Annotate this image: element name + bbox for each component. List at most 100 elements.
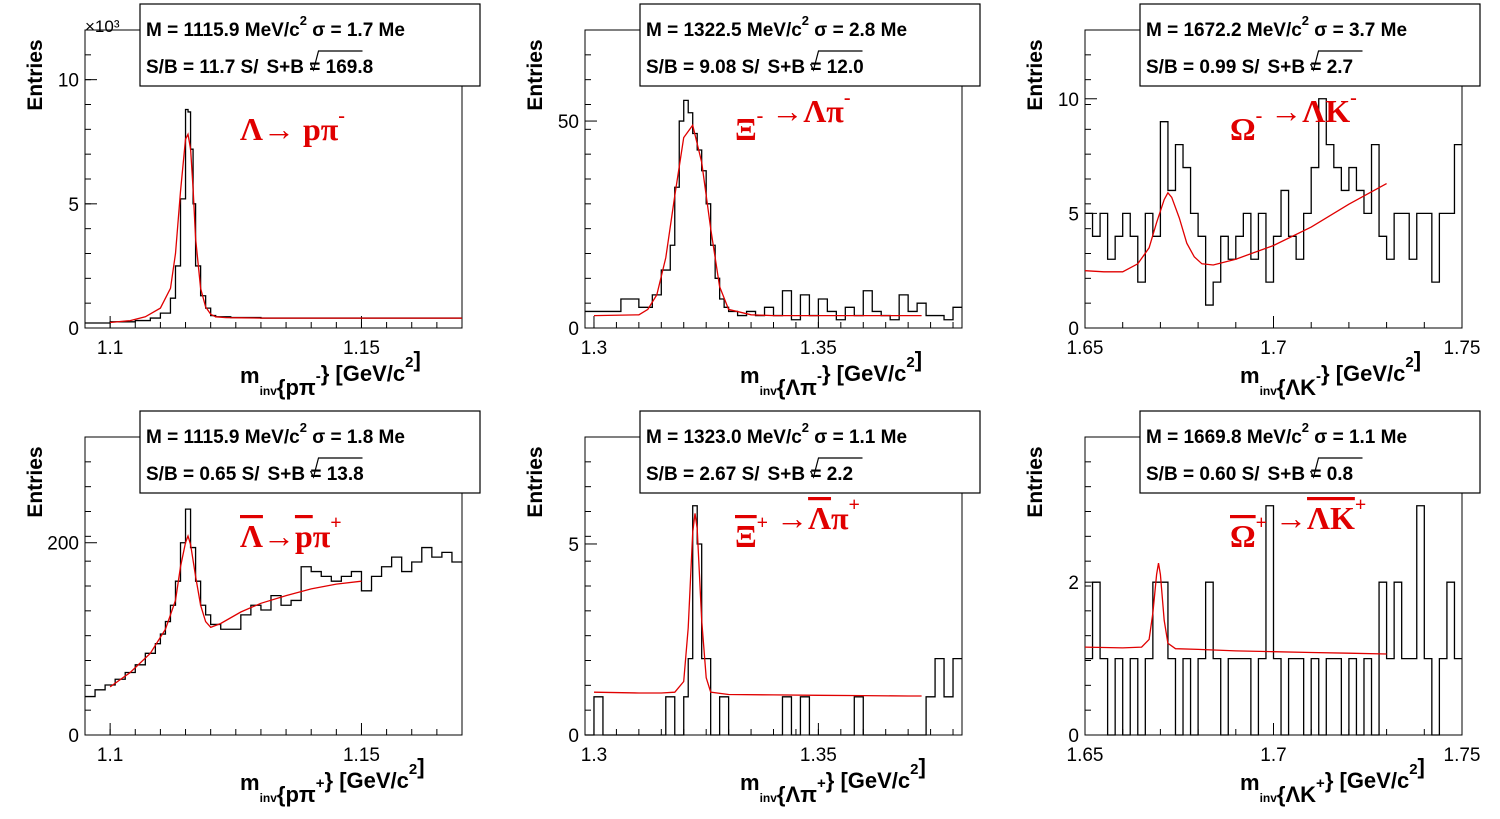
fit-curve [1084, 562, 1387, 655]
x-label-part: + [1316, 775, 1325, 792]
stats-box [639, 3, 981, 87]
stats-mass-sigma: M = 1322.5 MeV/c2 σ = 2.8 Me [646, 13, 907, 41]
stats-mass: M = 1115.9 MeV/c [146, 20, 300, 41]
reaction-part: p [295, 518, 313, 554]
x-label-part: ] [1414, 347, 1421, 372]
x-label-part: π [800, 782, 817, 807]
x-label-part: inv [1260, 384, 1278, 398]
y-axis-label: Entries [1024, 446, 1047, 517]
stats-box [139, 410, 481, 494]
y-tick-label: 2 [1068, 573, 1079, 594]
x-label-part: m [1240, 770, 1260, 795]
y-exponent-label: ×10³ [85, 17, 120, 36]
x-tick-label: 1.35 [800, 745, 837, 766]
reaction-part: Ξ [735, 518, 757, 554]
reaction-part: - [757, 105, 764, 127]
stats-box [1139, 3, 1481, 87]
stats-unit-power: 2 [802, 420, 809, 435]
histogram-svg: 1.65 1.7 1.75 0 5 10 Entries M = 1672.2 MeV/c2 … [1024, 3, 1481, 400]
stats-splusb: S+B = 12.0 [768, 57, 864, 78]
stats-sigma: σ = 1.8 Me [307, 427, 405, 448]
x-label-part: m [240, 363, 260, 388]
stats-mass-sigma: M = 1115.9 MeV/c2 σ = 1.8 Me [146, 420, 405, 448]
reaction-part: Λ [808, 500, 831, 536]
x-label-part: {Λ [1277, 782, 1301, 807]
x-label-part: m [740, 363, 760, 388]
x-tick-label: 1.75 [1444, 745, 1481, 766]
y-axis-label: Entries [24, 39, 47, 110]
x-label-part: 2 [1409, 761, 1417, 778]
reaction-part: + [330, 512, 341, 534]
stats-mass: M = 1115.9 MeV/c [146, 427, 300, 448]
stats-mass-sigma: M = 1115.9 MeV/c2 σ = 1.7 Me [146, 13, 405, 41]
stats-mass: M = 1672.2 MeV/c [1146, 20, 1302, 41]
sqrt-symbol [309, 457, 363, 479]
stats-unit-power: 2 [1302, 13, 1309, 28]
x-tick-label: 1.7 [1260, 338, 1286, 359]
stats-box [639, 410, 981, 494]
fit-curve [1084, 183, 1387, 273]
stats-sb: S/B = 0.99 S/ [1146, 57, 1260, 78]
y-tick-label: 10 [1058, 90, 1079, 111]
x-tick-label: 1.3 [581, 338, 607, 359]
reaction-part: →Λπ [763, 93, 844, 129]
fit-curve [593, 513, 922, 697]
stats-mass-sigma: M = 1669.8 MeV/c2 σ = 1.1 Me [1146, 420, 1407, 448]
y-axis-label: Entries [524, 39, 547, 110]
histogram-series [1085, 98, 1462, 306]
x-label-part: ] [417, 754, 424, 779]
stats-box [139, 3, 481, 87]
x-label-part: } [GeV/c [321, 361, 405, 386]
histogram-panel-6: 1.65 1.7 1.75 0 2 Entries M = 1669.8 MeV/c2 σ … [1000, 407, 1500, 819]
histogram-series [585, 99, 962, 321]
reaction-label: Ω+ →ΛK+ [1230, 494, 1366, 554]
stats-unit-power: 2 [300, 13, 307, 28]
stats-sigma: σ = 2.8 Me [809, 20, 907, 41]
sqrt-symbol [309, 50, 363, 72]
x-tick-label: 1.15 [343, 745, 380, 766]
histogram-panel-1: 1.1 1.15 0 5 10 ×10³ Entries M = 1115.9 MeV/c2 … [0, 0, 500, 412]
x-axis-label: minv{ΛK-} [GeV/c2] [1240, 347, 1421, 400]
x-label-part: + [817, 775, 826, 792]
x-label-part: ] [918, 754, 925, 779]
histogram-series [585, 505, 962, 736]
x-label-part: {pπ [277, 375, 316, 400]
y-tick-label: 5 [1068, 204, 1079, 225]
stats-significance: S/B = 0.60 S/S+B = 0.8 [1146, 464, 1353, 485]
fit-curve [109, 533, 362, 688]
stats-unit-power: 2 [300, 420, 307, 435]
x-label-part: inv [1260, 791, 1278, 805]
x-label-part: + [316, 775, 325, 792]
x-label-part: 2 [1405, 354, 1413, 371]
reaction-part: - [844, 87, 851, 109]
stats-mass: M = 1322.5 MeV/c [646, 20, 802, 41]
stats-splusb: S+B = 13.8 [268, 464, 364, 485]
stats-splusb: S+B = 2.7 [1268, 57, 1354, 78]
sqrt-symbol [809, 50, 863, 72]
x-tick-label: 1.1 [97, 338, 123, 359]
x-label-part: } [GeV/c [826, 768, 910, 793]
x-label-part: 2 [906, 354, 914, 371]
x-label-part: ] [1418, 754, 1425, 779]
y-tick-label: 0 [568, 319, 579, 340]
x-label-part: 2 [409, 761, 417, 778]
reaction-part: - [1256, 105, 1263, 127]
x-label-part: } [GeV/c [1321, 361, 1405, 386]
stats-sb: S/B = 11.7 S/ [146, 57, 259, 78]
x-tick-label: 1.35 [800, 338, 837, 359]
reaction-part: Ω [1230, 518, 1256, 554]
reaction-part: →ΛK [1262, 93, 1350, 129]
reaction-part: Λ→ pπ [240, 111, 339, 147]
stats-mass: M = 1669.8 MeV/c [1146, 427, 1302, 448]
reaction-part: Ξ [735, 111, 757, 147]
reaction-label: Ξ- →Λπ- [735, 87, 850, 147]
stats-splusb: S+B = 169.8 [267, 57, 374, 78]
fit-curve [110, 132, 462, 324]
y-tick-label: 0 [568, 726, 579, 747]
stats-splusb: S+B = 0.8 [1268, 464, 1354, 485]
y-tick-label: 0 [1068, 319, 1079, 340]
y-tick-label: 200 [47, 534, 79, 555]
x-tick-label: 1.3 [581, 745, 607, 766]
x-tick-label: 1.15 [343, 338, 380, 359]
